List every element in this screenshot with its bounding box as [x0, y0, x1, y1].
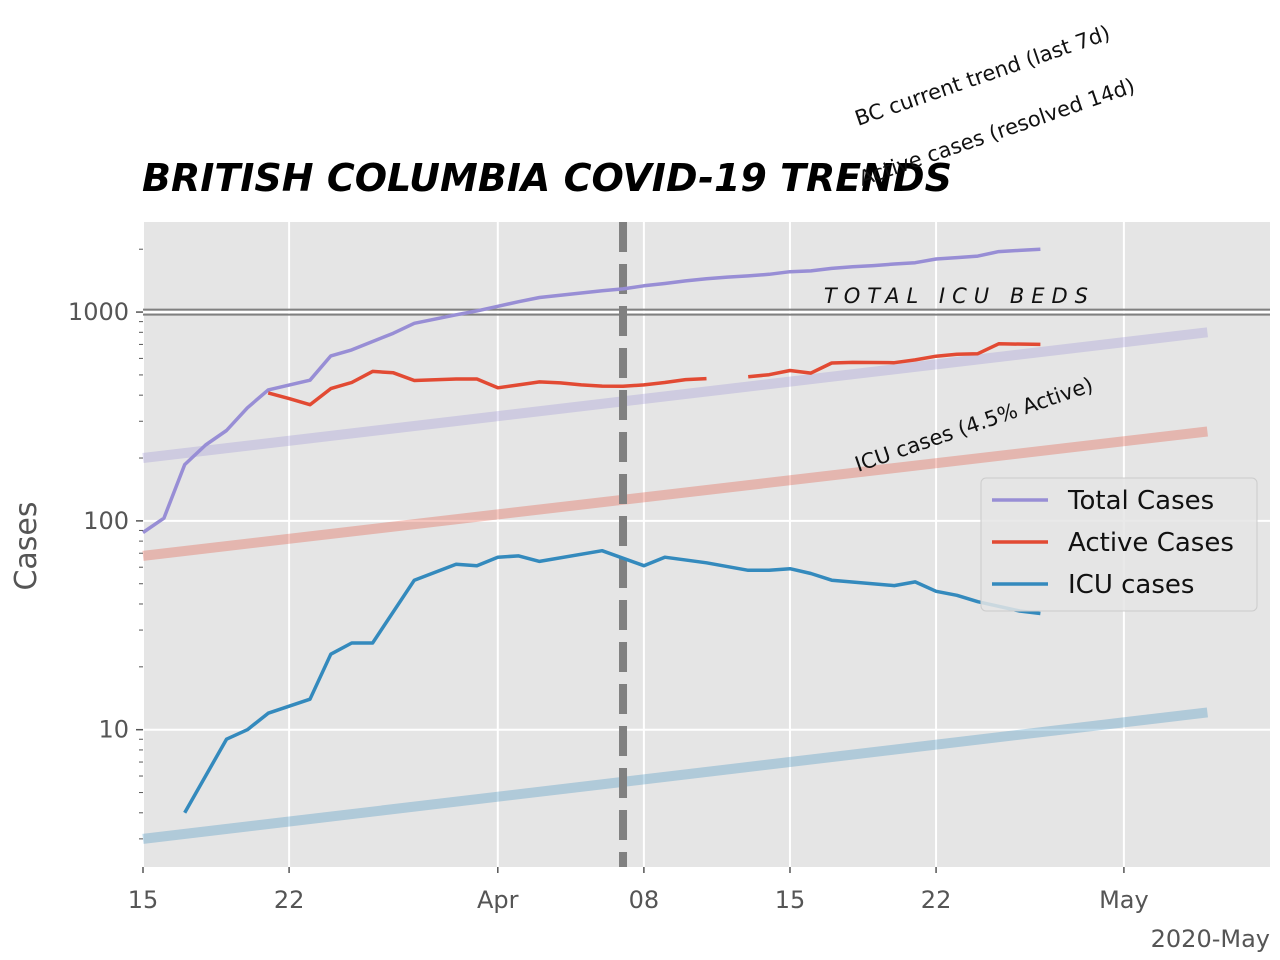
x-tick-label: 15 [775, 886, 806, 914]
x-tick-label: 22 [274, 886, 305, 914]
x-offset-label: 2020-May [1151, 925, 1270, 953]
trend-line-bc-current-trend-last-7d [142, 327, 1208, 463]
series-line-icu-cases [183, 548, 1041, 814]
icu-beds-label: TOTAL ICU BEDS [824, 284, 1095, 308]
x-tick-label: 22 [921, 886, 952, 914]
y-axis: 10 100 1000 [68, 248, 143, 840]
x-axis: 15 22 Apr 08 15 22 May [128, 867, 1149, 914]
legend-entry-active-cases: Active Cases [1068, 528, 1234, 558]
x-tick-label: Apr [477, 886, 519, 914]
series-line-active-cases [267, 342, 1041, 407]
x-tick-label: 08 [629, 886, 660, 914]
y-tick-label: 10 [98, 716, 129, 744]
legend-entry-total-cases: Total Cases [1067, 486, 1214, 516]
x-tick-label: May [1099, 886, 1149, 914]
legend: Total Cases Active Cases ICU cases [980, 477, 1258, 612]
chart-title: BRITISH COLUMBIA COVID-19 TRENDS [142, 156, 952, 200]
series-line-total-cases [142, 247, 1041, 534]
y-tick-label: 100 [83, 507, 129, 535]
reference-lines [143, 222, 1270, 867]
trend-line-icu-cases-4-5-active [142, 707, 1208, 844]
trend-line-active-cases-resolved-14d [142, 426, 1208, 561]
legend-box [980, 477, 1258, 612]
x-tick-label: 15 [128, 886, 159, 914]
y-tick-label: 1000 [68, 298, 129, 326]
y-axis-label: Cases [9, 501, 44, 590]
legend-entry-icu-cases: ICU cases [1068, 570, 1194, 600]
series-lines [142, 247, 1041, 814]
trend-lines [142, 327, 1208, 844]
